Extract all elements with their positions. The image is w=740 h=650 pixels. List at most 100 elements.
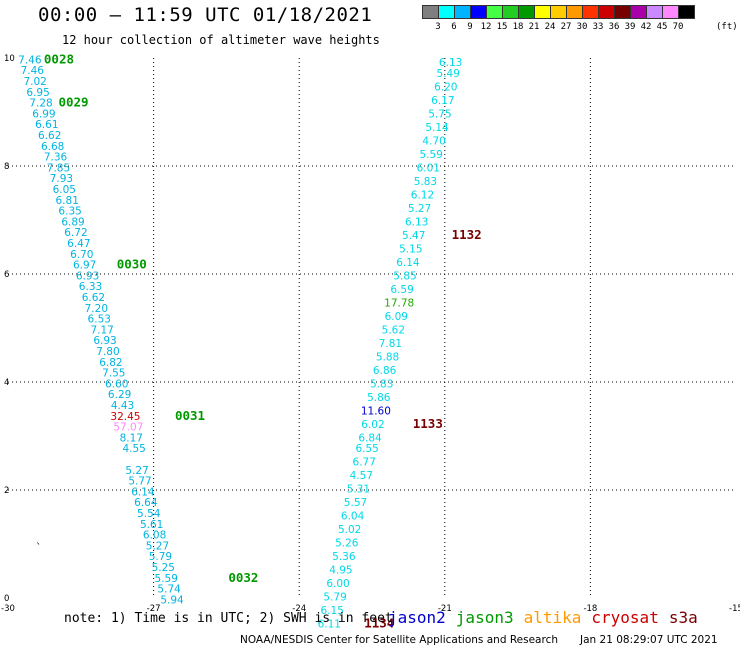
color-scale-label: 42 (640, 22, 652, 32)
swh-point: 5.59 (420, 149, 443, 161)
swh-point: 8.17 (120, 432, 143, 444)
chart-subtitle: 12 hour collection of altimeter wave hei… (62, 33, 380, 47)
swh-point: 5.49 (437, 68, 460, 80)
swh-point: 6.14 (396, 257, 420, 269)
swh-point: 6.84 (358, 432, 382, 444)
swh-point: 6.62 (38, 130, 61, 142)
y-tick-label: 8 (4, 162, 9, 172)
swh-point: 7.55 (102, 368, 125, 380)
legend-entry-jason3: jason3 (455, 608, 514, 627)
swh-point: 5.77 (128, 476, 151, 488)
swh-point: 6.89 (61, 216, 84, 228)
swh-point: 6.99 (32, 108, 55, 120)
color-scale-label: 21 (528, 22, 540, 32)
swh-point: 5.62 (382, 324, 405, 336)
color-scale-label: 45 (656, 22, 668, 32)
swh-point: 57.07 (113, 422, 143, 434)
swh-point: 6.59 (390, 284, 413, 296)
swh-point: 5.85 (393, 270, 416, 282)
color-scale-label: 39 (624, 22, 636, 32)
swh-point: 4.70 (422, 135, 445, 147)
swh-point: 5.36 (332, 551, 356, 563)
color-scale-label: 24 (544, 22, 556, 32)
swh-point: 5.57 (344, 497, 367, 509)
swh-point: 6.00 (326, 578, 349, 590)
swh-point: 6.70 (70, 249, 93, 261)
swh-point: 6.13 (405, 216, 428, 228)
credit-line: NOAA/NESDIS Center for Satellite Applica… (240, 634, 558, 646)
swh-point: 7.46 (18, 54, 42, 66)
swh-point: 5.27 (146, 540, 169, 552)
swh-point: 5.31 (347, 484, 370, 496)
swh-point: 6.17 (431, 95, 454, 107)
swh-point: 7.93 (50, 173, 73, 185)
color-scale-labels: 3 6 9 12 15 18 21 24 27 30 33 36 39 42 45 70 (422, 22, 740, 34)
swh-point: 6.02 (361, 419, 384, 431)
swh-point: 5.59 (155, 573, 178, 585)
pass-time-label: 0030 (117, 257, 147, 272)
swh-point: 6.08 (143, 530, 166, 542)
color-scale-label: 36 (608, 22, 620, 32)
color-scale-unit: (ft) (716, 22, 738, 32)
legend-entry-altika: altika (523, 608, 582, 627)
swh-point: 4.57 (350, 470, 373, 482)
swh-point: 5.83 (370, 378, 393, 390)
swh-point: 6.93 (93, 335, 116, 347)
swh-point: 7.46 (21, 65, 45, 77)
swh-point: 6.97 (73, 260, 96, 272)
swh-point: 5.61 (140, 519, 163, 531)
swh-point: 7.17 (90, 324, 113, 336)
swh-point: 5.79 (149, 551, 172, 563)
swh-point: 6.55 (355, 443, 378, 455)
swh-point: 11.60 (361, 405, 391, 417)
swh-point: 6.11 (318, 619, 341, 631)
swh-point: 7.85 (47, 162, 70, 174)
swh-point: 5.86 (367, 392, 391, 404)
units-note: note: 1) Time is in UTC; 2) SWH is in fe… (64, 611, 393, 626)
swh-point: 6.47 (67, 238, 90, 250)
swh-point: 7.81 (379, 338, 402, 350)
pass-time-label: 0032 (228, 570, 258, 585)
axis-ticks: -30 -27 -24 -21 -18 -15 0 2 4 6 8 10 (1, 54, 740, 614)
swh-point: 6.77 (353, 457, 376, 469)
y-tick-label: 10 (4, 54, 15, 64)
x-tick-label: -18 (583, 604, 597, 614)
pass-time-label: 0029 (58, 95, 88, 110)
swh-point: 7.28 (29, 98, 52, 110)
swh-point: 6.64 (134, 497, 158, 509)
color-scale-label: 9 (467, 22, 473, 32)
swh-point: 6.20 (434, 81, 457, 93)
pass-time-label: 0031 (175, 408, 205, 423)
swh-point: 5.75 (428, 108, 451, 120)
swh-point: 6.82 (99, 357, 122, 369)
swh-point: 5.88 (376, 351, 399, 363)
swh-point: 5.02 (338, 524, 361, 536)
swh-point: 6.62 (82, 292, 105, 304)
swh-point: 5.83 (414, 176, 437, 188)
swh-point: 6.12 (411, 189, 434, 201)
swh-point: 4.55 (122, 443, 145, 455)
swh-point: 7.02 (23, 76, 46, 88)
stray-mark: ` (36, 542, 41, 554)
swh-point: 5.94 (160, 594, 184, 606)
swh-point: 5.47 (402, 230, 425, 242)
color-scale-label: 33 (592, 22, 604, 32)
swh-point: 5.26 (335, 538, 359, 550)
x-tick-label: -21 (438, 604, 452, 614)
pass-time-label: 1134 (364, 616, 394, 631)
swh-point: 5.15 (399, 243, 422, 255)
swh-point: 5.27 (408, 203, 431, 215)
generated-timestamp: Jan 21 08:29:07 UTC 2021 (580, 634, 718, 646)
x-tick-label: -24 (292, 604, 306, 614)
color-scale-label: 70 (672, 22, 684, 32)
swh-point: 6.15 (321, 605, 344, 617)
swh-point: 6.05 (53, 184, 76, 196)
swh-point: 6.68 (41, 141, 64, 153)
y-tick-label: 4 (4, 378, 9, 388)
swh-point: 6.53 (88, 314, 111, 326)
swh-point: 5.54 (137, 508, 161, 520)
swh-point: 5.25 (152, 562, 175, 574)
legend-entry-s3a: s3a (668, 608, 698, 627)
y-tick-label: 2 (4, 486, 9, 496)
swh-point: 6.72 (64, 227, 87, 239)
